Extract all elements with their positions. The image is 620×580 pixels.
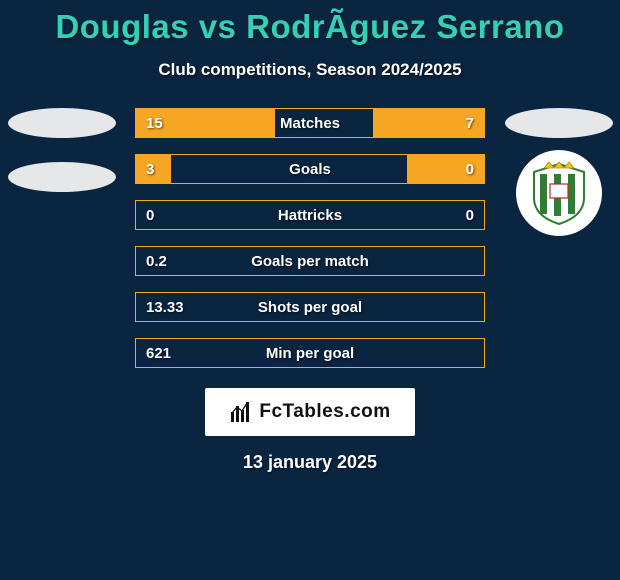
stat-value-left: 0	[146, 201, 154, 229]
stat-label: Shots per goal	[136, 293, 484, 321]
right-side	[501, 108, 616, 236]
stat-row: 30Goals	[135, 154, 485, 184]
page-subtitle: Club competitions, Season 2024/2025	[0, 60, 620, 80]
stat-row: 0 0Hattricks	[135, 200, 485, 230]
stat-value-right: 0	[466, 201, 474, 229]
stat-bars: 157Matches30Goals00Hattricks0.2Goals per…	[135, 108, 485, 368]
comparison-panel: 157Matches30Goals00Hattricks0.2Goals per…	[0, 108, 620, 368]
stat-value-left: 0.2	[146, 247, 167, 275]
stat-label: Goals per match	[136, 247, 484, 275]
right-logo-placeholder	[505, 108, 613, 138]
stat-value-left: 13.33	[146, 293, 184, 321]
stat-value-right: 7	[466, 109, 474, 137]
stat-value-right: 0	[466, 155, 474, 183]
bars-icon	[229, 400, 255, 424]
brand-badge: FcTables.com	[205, 388, 415, 436]
stat-row: 621Min per goal	[135, 338, 485, 368]
left-logo-placeholder-2	[8, 162, 116, 192]
left-side	[4, 108, 119, 192]
stat-value-left: 621	[146, 339, 171, 367]
brand-text: FcTables.com	[259, 401, 390, 423]
stat-row: 13.33Shots per goal	[135, 292, 485, 322]
stat-row: 157Matches	[135, 108, 485, 138]
stat-value-left: 15	[146, 109, 163, 137]
stat-label: Min per goal	[136, 339, 484, 367]
stat-value-left: 3	[146, 155, 154, 183]
stat-row: 0.2Goals per match	[135, 246, 485, 276]
snapshot-date: 13 january 2025	[0, 452, 620, 473]
stat-label: Hattricks	[136, 201, 484, 229]
left-logo-placeholder-1	[8, 108, 116, 138]
page-title: Douglas vs RodrÃ­guez Serrano	[0, 0, 620, 46]
club-crest	[516, 150, 602, 236]
